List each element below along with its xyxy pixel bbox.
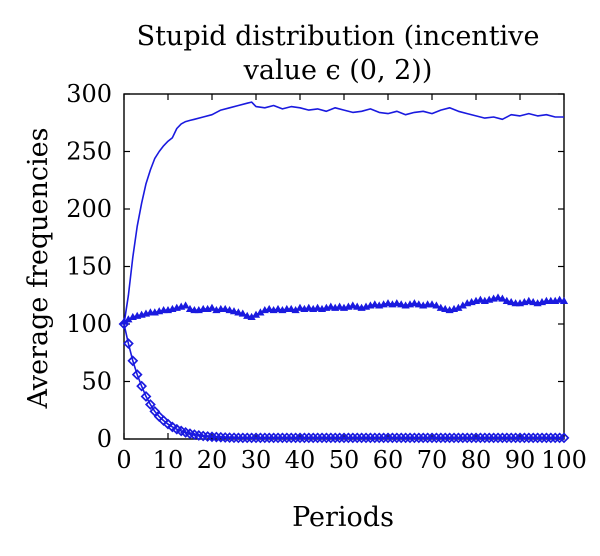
x-axis-label: Periods xyxy=(292,502,394,533)
series-2-point xyxy=(304,303,313,311)
series-3-point xyxy=(558,432,570,444)
series-layer xyxy=(118,101,570,444)
x-tick-label: 0 xyxy=(116,446,131,474)
series-2-point xyxy=(353,302,362,310)
series-2-point xyxy=(265,304,274,313)
series-2-point xyxy=(441,304,450,313)
series-2-point xyxy=(370,300,379,308)
y-tick-label: 50 xyxy=(81,368,112,396)
x-tick-label: 40 xyxy=(285,446,316,474)
y-tick-label: 300 xyxy=(66,80,112,108)
plot-frame xyxy=(123,93,565,440)
series-2-point xyxy=(392,299,401,307)
series-2-point xyxy=(287,304,296,313)
x-axis-ticks: 0 10 20 30 40 50 60 70 80 90 100 xyxy=(116,94,587,474)
series-2-point xyxy=(432,301,441,309)
x-tick-label: 90 xyxy=(505,446,536,474)
series-2-point xyxy=(507,297,516,306)
series-3-point xyxy=(140,391,152,402)
y-axis-ticks: 0 50 100 150 200 250 300 xyxy=(66,80,564,453)
series-3-line xyxy=(123,323,564,439)
series-2-point xyxy=(326,302,335,310)
series-2-point xyxy=(238,309,247,317)
series-3-point xyxy=(131,369,143,381)
x-tick-label: 50 xyxy=(329,446,360,474)
series-3-point xyxy=(144,399,156,410)
series-2-point xyxy=(243,311,252,319)
x-tick-label: 60 xyxy=(373,446,404,474)
series-2-point xyxy=(559,296,569,304)
series-2-point xyxy=(207,303,217,311)
series-3-point xyxy=(162,418,174,430)
y-tick-label: 100 xyxy=(66,310,112,338)
x-tick-label: 20 xyxy=(197,446,228,474)
series-3-point xyxy=(122,338,134,349)
series-2-point xyxy=(229,307,239,315)
chart-title-line-1: Stupid distribution (incentive xyxy=(137,21,540,52)
series-2-point xyxy=(181,301,190,309)
y-tick-label: 150 xyxy=(66,253,112,281)
series-3-point xyxy=(118,318,130,330)
series-2-point xyxy=(529,297,538,306)
series-2-point xyxy=(502,296,511,304)
series-2-point xyxy=(410,299,419,307)
x-tick-label: 70 xyxy=(417,446,448,474)
chart-title-line-2: value ϵ (0, 2)) xyxy=(243,55,433,86)
series-2-point xyxy=(225,305,234,314)
series-2-point xyxy=(221,304,230,313)
y-tick-label: 200 xyxy=(66,195,112,223)
series-1-line xyxy=(123,101,564,325)
series-2-point xyxy=(524,296,533,304)
x-tick-label: 10 xyxy=(153,446,184,474)
series-2-point xyxy=(185,304,195,313)
y-tick-label: 250 xyxy=(66,138,112,166)
series-2-point xyxy=(234,308,243,316)
series-2-point xyxy=(493,293,503,301)
x-tick-label: 100 xyxy=(541,446,587,474)
series-2-point xyxy=(555,295,564,303)
x-tick-label: 30 xyxy=(241,446,272,474)
series-2-point xyxy=(273,304,283,313)
series-2-point xyxy=(476,295,485,303)
y-axis-label: Average frequencies xyxy=(23,128,54,410)
x-tick-label: 80 xyxy=(461,446,492,474)
series-2-point xyxy=(414,300,423,308)
series-2-point xyxy=(498,294,507,302)
series-2-point xyxy=(427,300,437,308)
series-2-point xyxy=(397,300,406,308)
series-2-point xyxy=(295,303,305,311)
series-2-point xyxy=(383,299,393,307)
series-3-point xyxy=(127,355,139,367)
series-2-point xyxy=(436,303,445,311)
series-2-point xyxy=(313,303,322,311)
series-2-point xyxy=(348,301,357,309)
y-tick-label: 0 xyxy=(97,425,112,453)
series-3-point xyxy=(136,380,148,392)
series-2-point xyxy=(335,302,344,310)
